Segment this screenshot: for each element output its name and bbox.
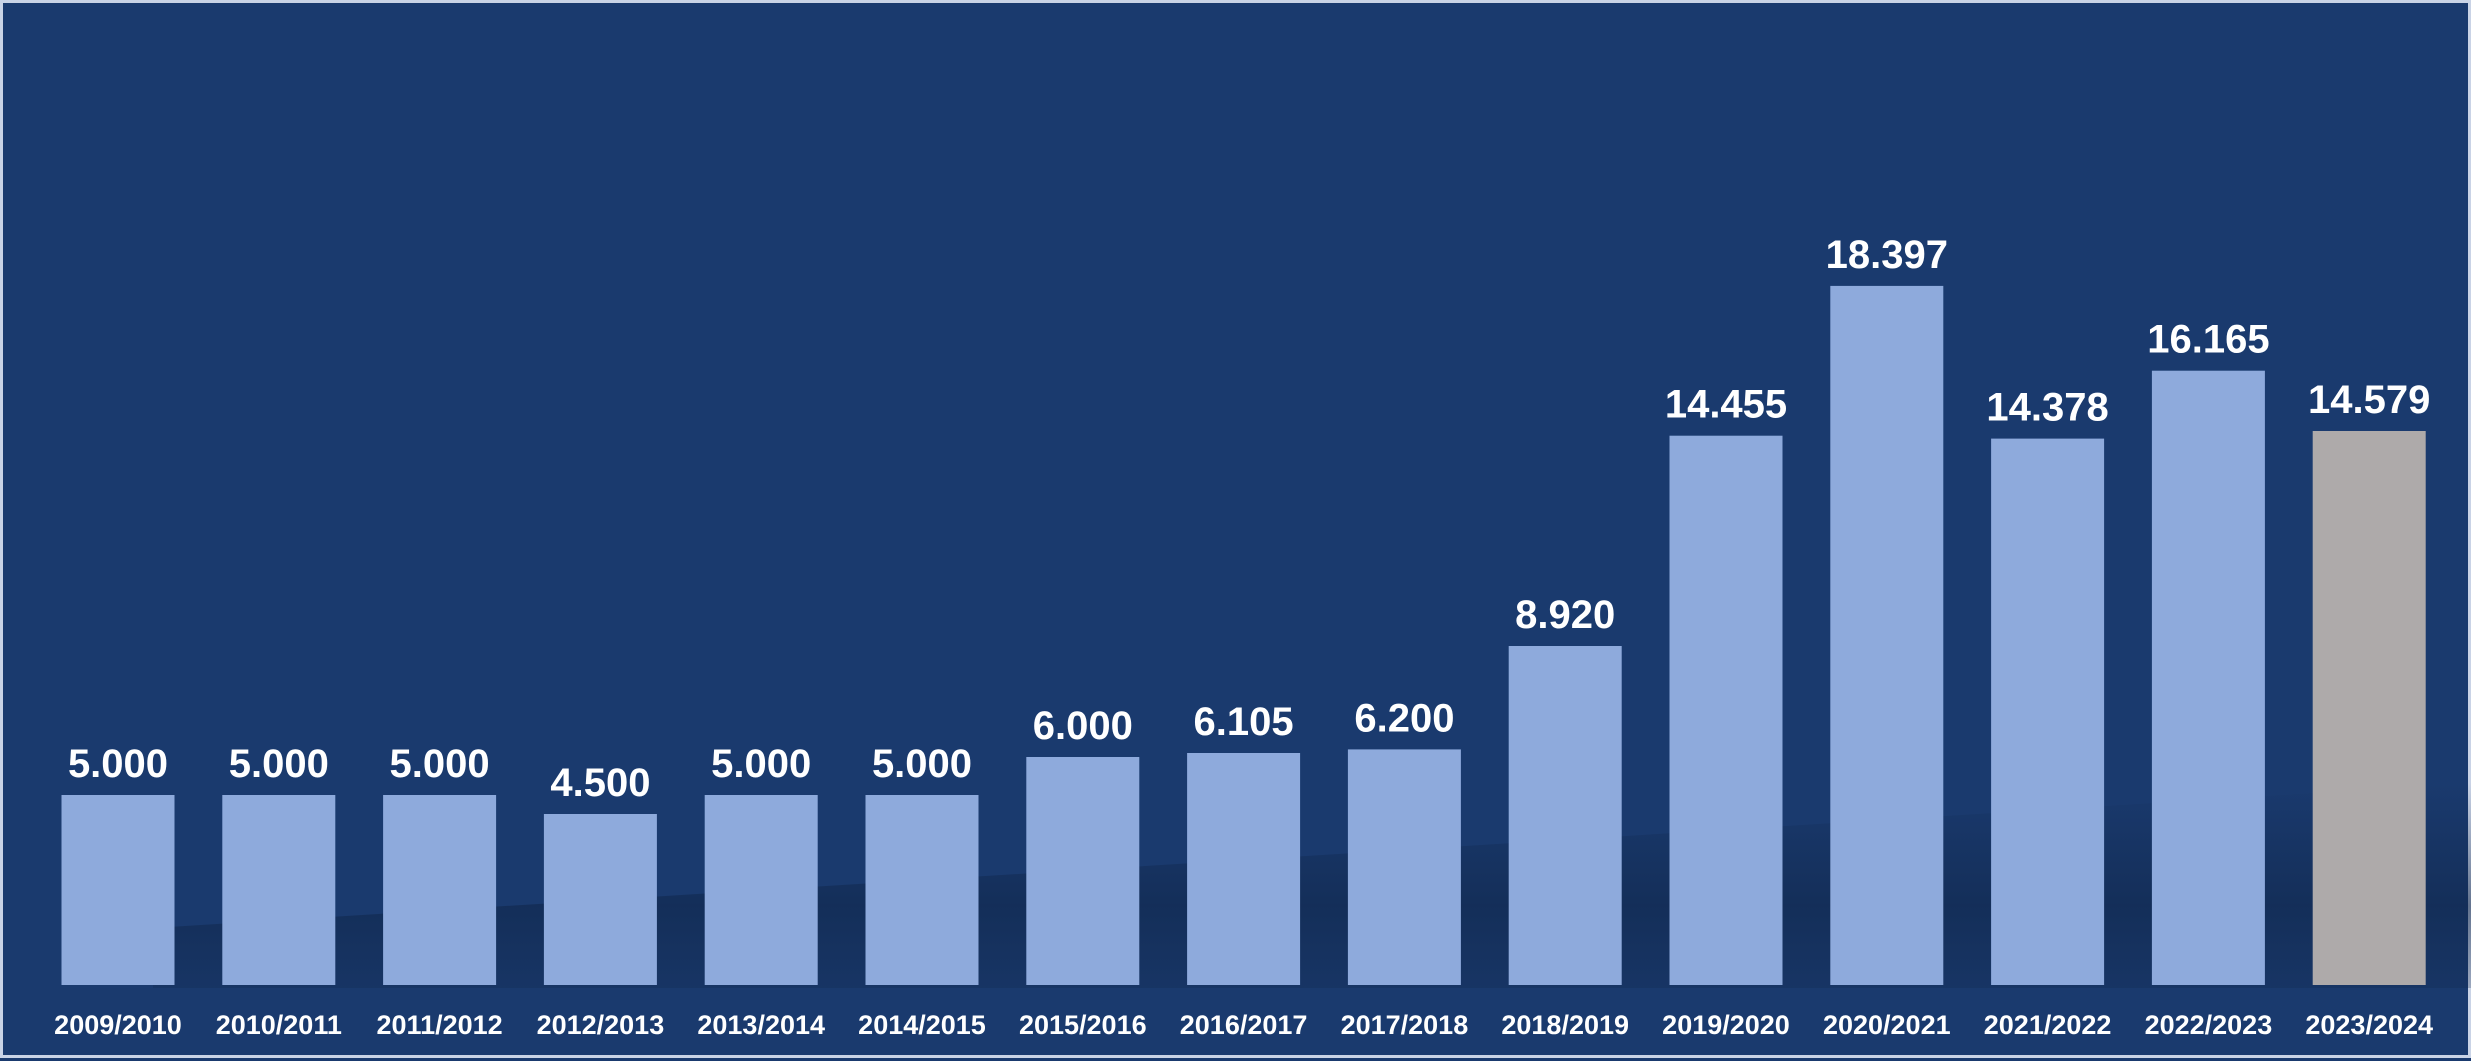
x-tick-label-2014/2015: 2014/2015 [858,1010,986,1040]
bar-2023/2024 [2312,431,2426,985]
data-label-2010/2011: 5.000 [229,742,329,786]
bars-layer [61,285,2426,986]
data-label-2012/2013: 4.500 [550,761,650,805]
x-tick-label-2013/2014: 2013/2014 [697,1010,825,1040]
bar-2015/2016 [1026,757,1140,985]
data-label-2017/2018: 6.200 [1354,696,1454,740]
x-tick-label-2018/2019: 2018/2019 [1501,1010,1629,1040]
data-label-2018/2019: 8.920 [1515,593,1615,637]
bar-2017/2018 [1347,749,1461,985]
data-label-2023/2024: 14.579 [2308,378,2430,422]
data-label-2021/2022: 14.378 [1986,386,2108,430]
bar-2019/2020 [1669,435,1783,985]
bar-chart: 5.000 5.000 5.000 4.500 5.000 5.000 6.000 6.105… [54,233,2471,1040]
x-tick-label-2015/2016: 2015/2016 [1019,1010,1147,1040]
x-tick-label-2023/2024: 2023/2024 [2305,1010,2433,1040]
x-tick-label-2009/2010: 2009/2010 [54,1010,182,1040]
bar-2016/2017 [1187,753,1301,985]
data-label-2022/2023: 16.165 [2147,318,2269,362]
bar-2010/2011 [222,795,336,985]
data-label-2015/2016: 6.000 [1033,704,1133,748]
bar-2018/2019 [1508,646,1622,985]
x-tick-label-2012/2013: 2012/2013 [537,1010,665,1040]
x-tick-label-2021/2022: 2021/2022 [1984,1010,2112,1040]
x-tick-label-2010/2011: 2010/2011 [216,1010,342,1040]
data-labels-layer: 5.000 5.000 5.000 4.500 5.000 5.000 6.000 6.105… [68,233,2430,805]
data-label-2014/2015: 5.000 [872,742,972,786]
bar-2011/2012 [383,795,497,985]
bar-2012/2013 [543,814,657,985]
bar-2020/2021 [1830,285,1944,985]
data-label-2020/2021: 18.397 [1826,233,1948,277]
bar-2014/2015 [865,795,979,985]
x-tick-label-2011/2012: 2011/2012 [377,1010,503,1040]
bar-2013/2014 [704,795,818,985]
data-label-2009/2010: 5.000 [68,742,168,786]
data-label-2016/2017: 6.105 [1194,700,1294,744]
x-tick-label-2019/2020: 2019/2020 [1662,1010,1790,1040]
x-tick-label-2020/2021: 2020/2021 [1823,1010,1951,1040]
bar-2009/2010 [61,795,175,985]
x-tick-label-2017/2018: 2017/2018 [1341,1010,1469,1040]
bar-2021/2022 [1991,438,2105,986]
data-label-2011/2012: 5.000 [390,742,490,786]
data-label-2019/2020: 14.455 [1665,383,1787,427]
data-label-2013/2014: 5.000 [711,742,811,786]
x-tick-label-2022/2023: 2022/2023 [2145,1010,2273,1040]
bar-2022/2023 [2151,370,2265,985]
x-tick-label-2016/2017: 2016/2017 [1180,1010,1308,1040]
x-axis-tick-labels: 2009/2010 2010/2011 2011/2012 2012/2013 2013… [54,1010,2433,1040]
floor-shadow [153,783,2471,988]
